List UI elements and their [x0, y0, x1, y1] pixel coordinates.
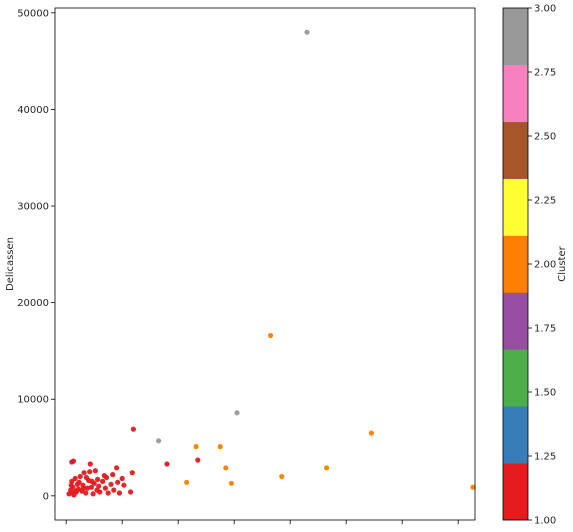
colorbar-tick-label: 2.25: [534, 196, 556, 207]
colorbar-segment: [503, 64, 528, 123]
data-point-cluster-1: [101, 473, 107, 479]
plot-frame: [54, 7, 476, 521]
data-point-cluster-1: [114, 465, 120, 471]
data-point-cluster-2: [184, 479, 190, 485]
data-point-cluster-1: [87, 469, 93, 475]
data-point-cluster-2: [368, 430, 374, 436]
data-point-cluster-1: [110, 472, 116, 478]
colorbar-tick-label: 2.75: [534, 68, 556, 79]
colorbar-segment: [503, 121, 528, 179]
data-point-cluster-1: [87, 461, 93, 467]
data-point-cluster-1: [68, 482, 74, 488]
data-point-cluster-1: [89, 478, 95, 484]
data-point-cluster-1: [77, 473, 83, 480]
colorbar-segment: [503, 235, 528, 293]
colorbar: 1.00 1.25 1.50 1.75 2.00 2.25 2.50 2.75 3.00: [502, 4, 556, 527]
y-tick-label: 30000: [17, 202, 49, 213]
data-point-cluster-1: [72, 475, 78, 482]
data-point-cluster-1: [164, 461, 170, 467]
x-axis: [65, 520, 459, 524]
data-point-cluster-3: [234, 410, 240, 416]
data-point-cluster-1: [195, 457, 201, 463]
colorbar-segment: [503, 8, 528, 66]
data-point-cluster-1: [130, 426, 136, 432]
colorbar-segment: [503, 406, 528, 464]
data-point-cluster-2: [193, 444, 199, 450]
data-point-cluster-1: [116, 490, 122, 496]
data-point-cluster-2: [268, 332, 274, 339]
data-point-cluster-1: [81, 485, 87, 491]
colorbar-tick-label: 1.25: [534, 452, 556, 463]
data-point-cluster-2: [217, 444, 223, 450]
data-point-cluster-2: [223, 465, 229, 471]
colorbar-segment: [503, 463, 528, 521]
y-tick-label: 50000: [17, 8, 49, 19]
colorbar-tick-label: 1.50: [534, 388, 556, 399]
data-point-cluster-1: [81, 470, 87, 476]
colorbar-tick-label: 1.00: [534, 516, 556, 527]
data-point-cluster-2: [279, 473, 285, 480]
data-point-cluster-1: [84, 485, 91, 491]
data-point-cluster-1: [96, 483, 102, 489]
data-point-cluster-1: [92, 468, 98, 474]
colorbar-segment: [503, 349, 528, 407]
data-point-cluster-1: [95, 476, 101, 482]
data-point-cluster-1: [119, 475, 125, 482]
data-point-cluster-1: [121, 482, 127, 488]
data-point-cluster-1: [111, 487, 117, 493]
data-point-cluster-1: [70, 458, 77, 464]
data-point-cluster-2: [324, 465, 330, 471]
colorbar-segment: [503, 178, 528, 236]
data-point-cluster-1: [83, 490, 89, 496]
y-axis: 0 10000 20000 30000 40000 50000: [17, 8, 55, 502]
data-point-cluster-1: [115, 479, 121, 485]
data-point-cluster-1: [128, 489, 134, 495]
data-point-cluster-1: [100, 478, 106, 484]
y-tick-label: 0: [43, 491, 49, 502]
y-axis-title: Delicassen: [5, 237, 16, 291]
y-tick-label: 40000: [17, 105, 49, 116]
colorbar-tick-label: 3.00: [534, 4, 556, 15]
data-point-cluster-1: [102, 485, 108, 491]
data-point-cluster-1: [83, 474, 89, 481]
plot-area: [66, 29, 476, 498]
data-point-cluster-1: [97, 489, 103, 495]
y-tick-label: 20000: [17, 298, 49, 309]
data-point-cluster-2: [470, 484, 476, 490]
data-point-cluster-1: [105, 490, 111, 496]
data-point-cluster-1: [108, 481, 114, 487]
data-point-cluster-3: [156, 438, 162, 444]
data-point-cluster-1: [129, 470, 135, 476]
y-tick-label: 10000: [17, 395, 49, 406]
colorbar-segment: [503, 292, 528, 350]
data-point-cluster-1: [90, 491, 96, 497]
colorbar-title: Cluster: [557, 245, 568, 281]
data-point-cluster-1: [76, 479, 82, 485]
data-point-cluster-3: [304, 29, 310, 35]
colorbar-tick-label: 2.00: [534, 260, 556, 271]
data-point-cluster-1: [73, 488, 79, 494]
colorbar-tick-label: 1.75: [534, 324, 556, 335]
data-point-cluster-2: [228, 480, 234, 486]
colorbar-tick-label: 2.50: [534, 132, 556, 143]
data-point-cluster-1: [88, 484, 94, 490]
